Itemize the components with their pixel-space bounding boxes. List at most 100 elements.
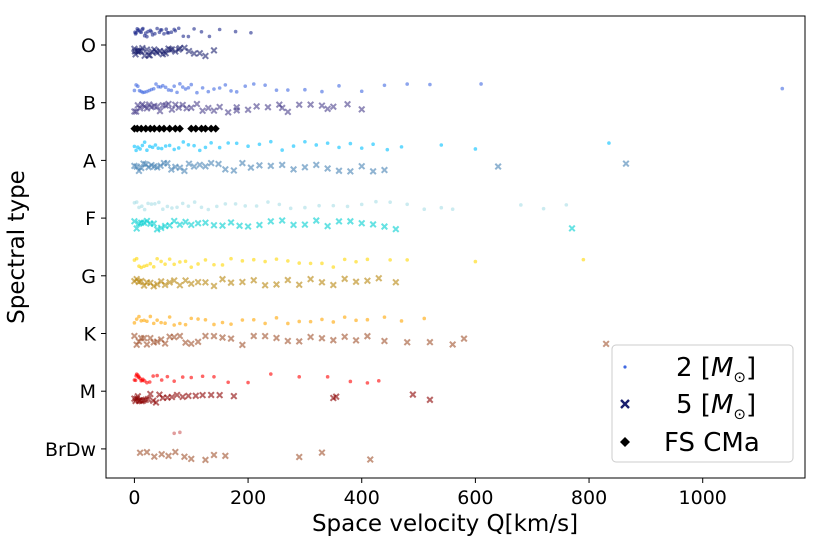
point-dot: [133, 378, 138, 383]
point-x: [175, 46, 183, 54]
point-dot: [251, 257, 256, 262]
point-x: [230, 392, 238, 400]
point-x: [264, 103, 272, 111]
point-dot: [172, 84, 176, 88]
point-dot: [399, 145, 404, 149]
point-dot: [165, 204, 170, 209]
point-dot: [197, 148, 202, 153]
point-dot: [132, 88, 137, 93]
point-dot: [382, 315, 387, 319]
point-x: [261, 281, 269, 289]
point-x: [460, 335, 468, 343]
point-x: [358, 105, 366, 113]
point-dot: [274, 88, 279, 92]
series-f-5msun: [130, 217, 576, 233]
point-dot: [189, 375, 194, 380]
point-x: [358, 162, 366, 170]
point-dot: [134, 200, 139, 204]
point-x: [426, 396, 434, 404]
series-a-5msun: [130, 159, 630, 175]
point-x: [380, 223, 388, 231]
point-dot: [405, 82, 409, 86]
point-dot: [183, 87, 188, 91]
point-x: [278, 161, 286, 169]
point-diamond: [141, 124, 150, 133]
point-dot: [274, 316, 279, 320]
point-x: [261, 332, 269, 340]
point-x: [216, 103, 224, 111]
point-x: [318, 449, 326, 457]
point-dot: [473, 147, 478, 151]
point-x: [622, 160, 630, 168]
point-dot: [303, 139, 307, 144]
point-dot: [163, 321, 167, 325]
legend-entry-5msun: 5 [M⊙]: [676, 390, 756, 423]
point-dot: [203, 258, 208, 262]
series-m-2msun: [132, 372, 381, 385]
point-dot: [254, 204, 259, 208]
x-tick-label: 1000: [679, 487, 727, 509]
point-x: [247, 164, 255, 172]
point-dot: [220, 263, 225, 267]
point-dot: [167, 315, 172, 319]
point-x: [568, 224, 576, 232]
point-diamond: [165, 124, 174, 133]
point-dot: [180, 201, 185, 206]
point-dot: [162, 32, 166, 36]
point-dot: [234, 90, 239, 94]
point-dot: [274, 257, 279, 261]
point-dot: [145, 148, 149, 153]
point-diamond: [155, 124, 164, 133]
point-dot: [136, 84, 140, 89]
point-x: [166, 46, 174, 54]
point-x: [146, 390, 154, 398]
point-x: [307, 333, 315, 341]
point-dot: [428, 82, 432, 87]
point-x: [295, 281, 303, 289]
point-dot: [541, 206, 546, 211]
point-x: [218, 334, 227, 342]
point-x: [152, 47, 160, 55]
point-dot: [217, 27, 222, 32]
point-dot: [142, 318, 146, 323]
point-x: [352, 278, 360, 286]
point-x: [494, 163, 502, 171]
point-dot: [175, 90, 179, 95]
point-dot: [286, 259, 290, 263]
point-dot: [385, 147, 390, 152]
point-dot: [139, 318, 144, 323]
point-dot: [163, 85, 168, 90]
point-x: [278, 104, 286, 112]
point-dot: [780, 86, 785, 91]
y-tick-label-b: B: [83, 93, 96, 115]
point-x: [210, 46, 218, 54]
point-dot: [159, 259, 163, 264]
point-dot: [153, 31, 157, 36]
point-dot: [354, 259, 358, 264]
point-x: [192, 392, 200, 400]
point-dot: [234, 141, 239, 146]
point-x: [267, 162, 275, 170]
point-dot: [269, 139, 273, 144]
point-dot: [196, 317, 200, 321]
point-dot: [203, 145, 208, 150]
point-x: [295, 453, 303, 461]
point-dot: [317, 203, 321, 208]
point-dot: [192, 200, 197, 204]
y-tick-label-g: G: [81, 266, 96, 288]
point-x: [133, 163, 141, 171]
point-dot: [320, 89, 324, 94]
point-x: [133, 225, 141, 233]
point-dot: [581, 257, 586, 262]
point-dot: [374, 199, 378, 204]
point-dot: [206, 207, 211, 212]
point-x: [236, 222, 244, 230]
point-dot: [172, 431, 176, 436]
y-axis-ticks: O B A F G K M BrDw: [45, 35, 106, 461]
point-dot: [212, 87, 216, 91]
point-dot: [564, 203, 569, 207]
point-x: [130, 332, 138, 340]
point-dot: [519, 203, 523, 207]
point-dot: [450, 207, 455, 212]
